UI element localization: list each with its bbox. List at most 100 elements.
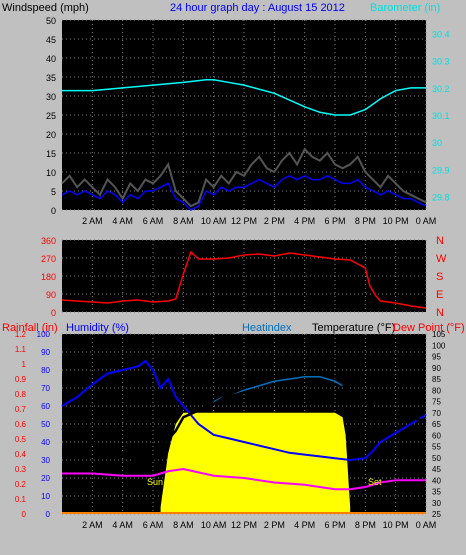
baro-tick-label: 29.8 [432, 192, 450, 202]
dir-tick-label: 180 [41, 272, 56, 282]
baro-tick-label: 29.9 [432, 165, 450, 175]
rain-tick-label: 0 [22, 510, 27, 519]
humidity-tick-label: 100 [37, 330, 51, 339]
wind-tick-label: 15 [46, 149, 56, 159]
rain-tick-label: 0.7 [15, 405, 27, 414]
time-tick-label: 6 PM [324, 520, 345, 530]
rain-tick-label: 0.9 [15, 375, 27, 384]
wind-tick-label: 25 [46, 111, 56, 121]
baro-y-ticks: 29.8 29.9 30 30.1 30.2 30.3 30.4 [432, 30, 450, 203]
compass-tick-label: S [436, 271, 443, 283]
compass-tick-label: E [436, 289, 443, 301]
baro-tick-label: 30 [432, 138, 442, 148]
wind-tick-label: 45 [46, 35, 56, 45]
rain-ticks: 0 0.1 0.2 0.3 0.4 0.5 0.6 0.7 0.8 0.9 1 1.1 1.2 [15, 330, 27, 519]
panel1-x-ticks: 2 AM 4 AM 6 AM 8 AM 10 AM 12 PM 2 PM 4 PM 6 PM 8 … [82, 216, 436, 226]
wind-tick-label: 30 [46, 92, 56, 102]
humidity-tick-label: 70 [41, 384, 50, 393]
humidity-tick-label: 60 [41, 402, 50, 411]
humidity-ticks: 0 10 20 30 40 50 60 70 80 90 100 [37, 330, 51, 519]
humidity-tick-label: 0 [46, 510, 51, 519]
temp-tick-label: 70 [432, 409, 441, 418]
temp-tick-label: 30 [432, 499, 441, 508]
time-tick-label: 0 AM [416, 520, 437, 530]
dir-y-ticks: 0 90 180 270 360 [41, 236, 56, 318]
rain-tick-label: 1.2 [15, 330, 27, 339]
dir-tick-label: 270 [41, 254, 56, 264]
sun-peak-label: Sun [200, 445, 216, 455]
series-direction-line [61, 250, 427, 309]
wind-ylabel: Windspeed (mph) [2, 2, 89, 14]
wind-tick-label: 50 [46, 16, 56, 26]
series-average-line [61, 174, 427, 211]
series-barometer-line [62, 78, 426, 116]
wind-tick-label: 5 [51, 187, 56, 197]
temp-tick-label: 45 [432, 465, 441, 474]
temp-tick-label: 55 [432, 443, 441, 452]
graph-title: 24 hour graph day : August 15 2012 [170, 2, 345, 14]
panel2-grid [62, 239, 427, 313]
time-tick-label: 4 PM [294, 520, 315, 530]
temp-tick-label: 65 [432, 420, 441, 429]
dir-tick-label: 90 [46, 290, 56, 300]
rain-label: Rainfall (in) [2, 322, 58, 334]
time-tick-label: 6 AM [143, 216, 164, 226]
wind-tick-label: 20 [46, 130, 56, 140]
baro-tick-label: 30.3 [432, 57, 450, 67]
series-humidity-line [61, 359, 427, 462]
barometer-ylabel: Barometer (in) [370, 2, 440, 14]
time-tick-label: 0 AM [416, 216, 437, 226]
baro-tick-label: 30.1 [432, 111, 450, 121]
time-tick-label: 6 AM [143, 520, 164, 530]
rain-tick-label: 0.1 [15, 495, 27, 504]
sunset-label: Set [368, 477, 382, 487]
temp-tick-label: 105 [432, 330, 446, 339]
wind-y-ticks: 0 5 10 15 20 25 30 35 40 45 50 [46, 16, 56, 216]
time-tick-label: 8 AM [173, 216, 194, 226]
panel3-series [61, 359, 427, 514]
time-tick-label: 4 PM [294, 216, 315, 226]
wind-tick-label: 10 [46, 168, 56, 178]
rain-tick-label: 0.3 [15, 465, 27, 474]
time-tick-label: 6 PM [324, 216, 345, 226]
humidity-tick-label: 30 [41, 456, 50, 465]
rain-tick-label: 1.1 [15, 345, 27, 354]
time-tick-label: 4 AM [112, 216, 133, 226]
time-tick-label: 2 AM [82, 520, 103, 530]
wind-tick-label: 40 [46, 54, 56, 64]
time-tick-label: 8 PM [355, 216, 376, 226]
temp-tick-label: 90 [432, 364, 441, 373]
temp-tick-label: 100 [432, 341, 446, 350]
panel3-x-ticks: 2 AM 4 AM 6 AM 8 AM 10 AM 12 PM 2 PM 4 PM 6 PM 8 … [82, 520, 436, 530]
time-tick-label: 12 PM [231, 520, 257, 530]
temp-tick-label: 50 [432, 454, 441, 463]
rain-tick-label: 0.2 [15, 480, 27, 489]
rain-tick-label: 0.8 [15, 390, 27, 399]
compass-tick-label: N [436, 307, 444, 319]
wind-tick-label: 0 [51, 206, 56, 216]
humidity-tick-label: 90 [41, 348, 50, 357]
time-tick-label: 10 AM [201, 216, 227, 226]
rain-tick-label: 0.4 [15, 450, 27, 459]
sunrise-label: Sun [147, 477, 163, 487]
heatindex-legend: Heatindex [242, 322, 292, 334]
rain-tick-label: 0.5 [15, 435, 27, 444]
time-tick-label: 4 AM [112, 520, 133, 530]
series-gust-underlay [61, 147, 427, 208]
wind-tick-label: 35 [46, 73, 56, 83]
series-sun-area [160, 412, 351, 514]
panel2-series [61, 250, 427, 309]
time-tick-label: 2 PM [264, 520, 285, 530]
time-tick-label: 2 PM [264, 216, 285, 226]
time-tick-label: 8 PM [355, 520, 376, 530]
time-tick-label: 2 AM [82, 216, 103, 226]
temp-tick-label: 80 [432, 386, 441, 395]
dewpoint-legend: Dew Point (°F) [393, 322, 465, 334]
time-tick-label: 8 AM [173, 520, 194, 530]
humidity-tick-label: 10 [41, 492, 50, 501]
temp-tick-label: 35 [432, 488, 441, 497]
humidity-tick-label: 80 [41, 366, 50, 375]
rain-tick-label: 0.6 [15, 420, 27, 429]
